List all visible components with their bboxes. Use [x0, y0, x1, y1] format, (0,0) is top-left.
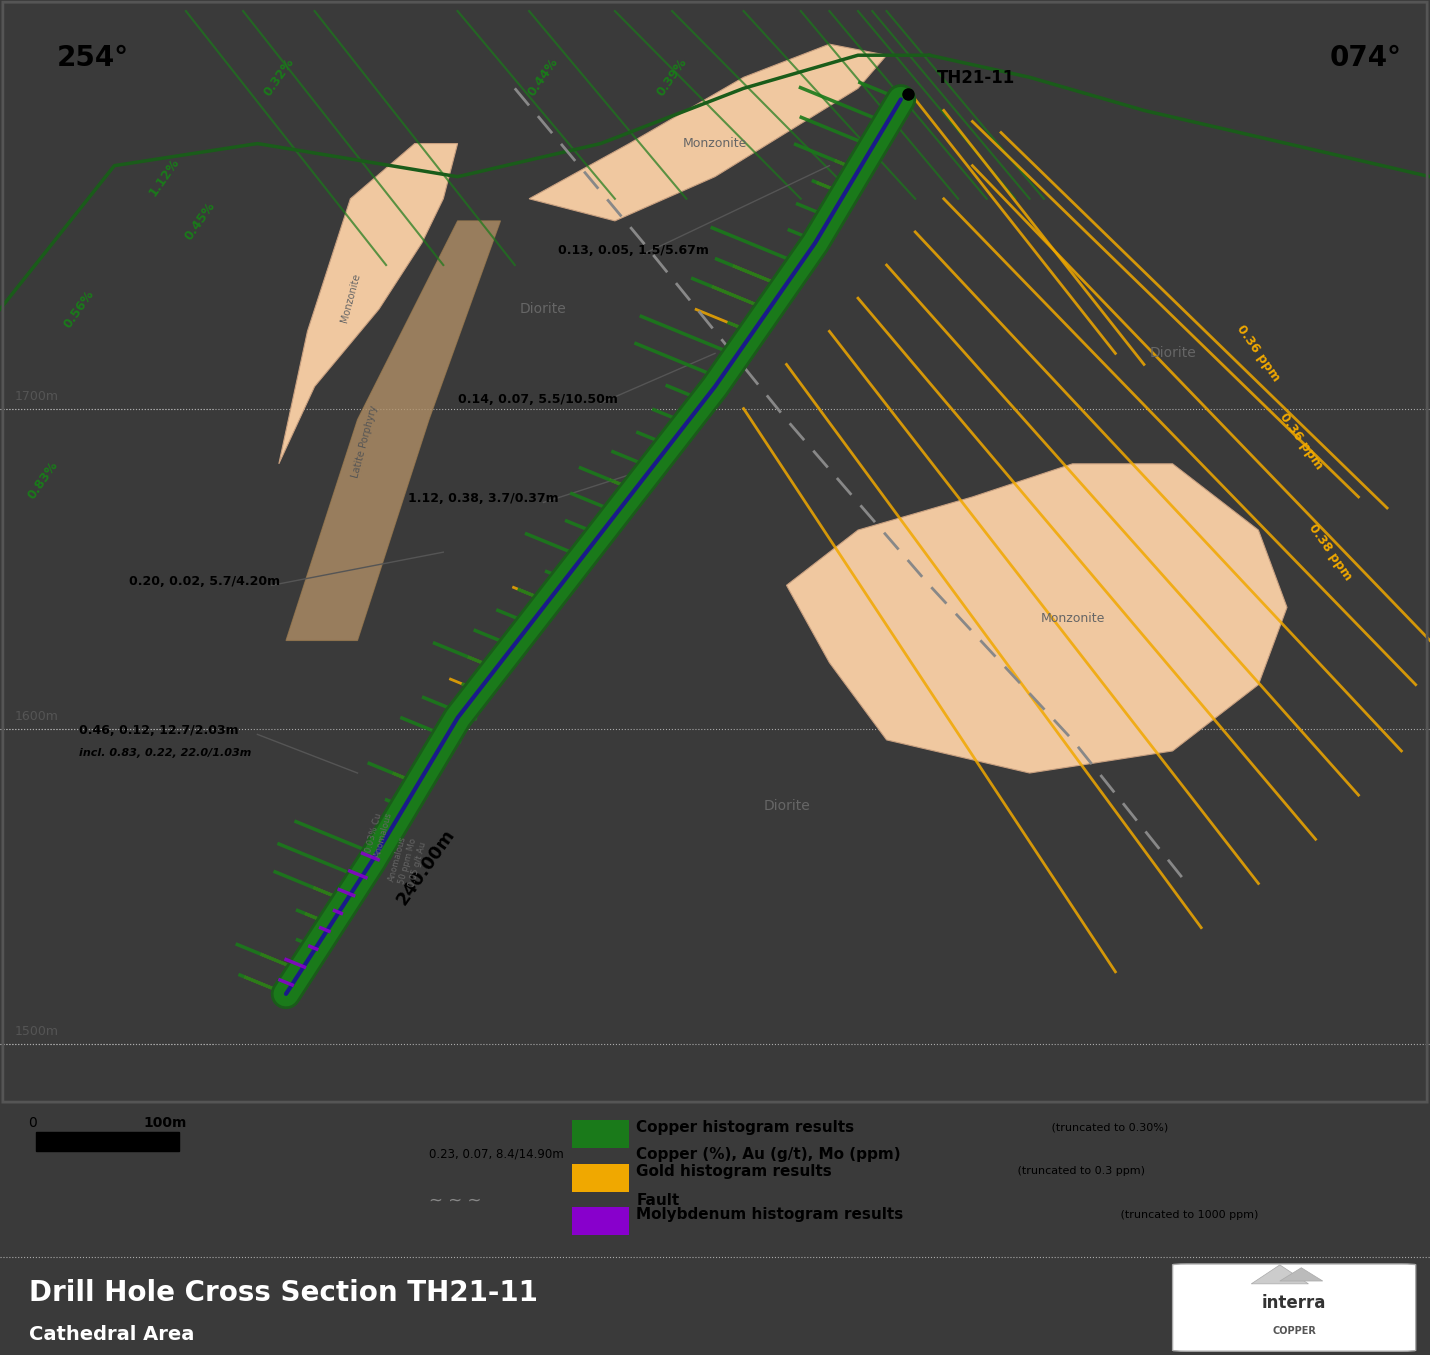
Text: Monzonite: Monzonite — [1040, 612, 1105, 625]
Text: (truncated to 0.3 ppm): (truncated to 0.3 ppm) — [1014, 1167, 1145, 1176]
Text: 1.12, 0.38, 3.7/0.37m: 1.12, 0.38, 3.7/0.37m — [408, 492, 558, 505]
Text: interra: interra — [1261, 1294, 1327, 1312]
Text: Monzonite: Monzonite — [339, 272, 362, 324]
Text: 1500m: 1500m — [14, 1026, 59, 1038]
Bar — [572, 1207, 629, 1236]
Text: 0: 0 — [29, 1117, 37, 1130]
Bar — [36, 1133, 179, 1152]
Text: 0.36 ppm: 0.36 ppm — [1277, 411, 1326, 473]
Text: Diorite: Diorite — [1150, 347, 1195, 360]
Text: 0.13, 0.05, 1.5/5.67m: 0.13, 0.05, 1.5/5.67m — [558, 244, 709, 257]
Text: (truncated to 0.30%): (truncated to 0.30%) — [1048, 1123, 1168, 1133]
Text: 1600m: 1600m — [14, 710, 59, 724]
Text: Copper (%), Au (g/t), Mo (ppm): Copper (%), Au (g/t), Mo (ppm) — [636, 1146, 901, 1161]
Text: Cathedral Area: Cathedral Area — [29, 1325, 194, 1344]
Text: 1.12%: 1.12% — [147, 154, 182, 198]
Polygon shape — [1280, 1268, 1323, 1280]
Text: 0.83%: 0.83% — [26, 459, 60, 501]
Text: 0.44%: 0.44% — [526, 56, 561, 99]
Text: 0.20, 0.02, 5.7/4.20m: 0.20, 0.02, 5.7/4.20m — [129, 576, 280, 588]
Text: Molybdenum histogram results: Molybdenum histogram results — [636, 1207, 904, 1222]
Text: 0.46, 0.12, 12.7/2.03m: 0.46, 0.12, 12.7/2.03m — [79, 725, 239, 737]
Text: Latite Porphyry: Latite Porphyry — [350, 404, 379, 480]
Bar — [572, 1119, 629, 1148]
Text: Diorite: Diorite — [764, 799, 809, 813]
Text: 0.45%: 0.45% — [183, 199, 217, 243]
FancyBboxPatch shape — [1173, 1264, 1416, 1351]
Text: Fault: Fault — [636, 1194, 679, 1209]
Text: Diorite: Diorite — [521, 302, 566, 316]
Text: 1700m: 1700m — [14, 390, 59, 402]
Text: 0.03% Cu
Anomalous: 0.03% Cu Anomalous — [363, 809, 395, 859]
Text: 0.14, 0.07, 5.5/10.50m: 0.14, 0.07, 5.5/10.50m — [458, 393, 618, 406]
Text: 100m: 100m — [143, 1117, 186, 1130]
Polygon shape — [279, 144, 458, 463]
Text: 0.36 ppm: 0.36 ppm — [1234, 322, 1283, 383]
Text: 0.38 ppm: 0.38 ppm — [1306, 522, 1354, 583]
Text: ~ ~ ~: ~ ~ ~ — [429, 1192, 482, 1210]
Text: 074°: 074° — [1330, 45, 1401, 72]
Text: 0.32%: 0.32% — [262, 56, 296, 99]
Polygon shape — [529, 45, 887, 221]
Text: Monzonite: Monzonite — [682, 137, 748, 150]
Text: Gold histogram results: Gold histogram results — [636, 1164, 832, 1179]
Text: Copper histogram results: Copper histogram results — [636, 1121, 855, 1135]
Text: (truncated to 1000 ppm): (truncated to 1000 ppm) — [1117, 1210, 1258, 1220]
Polygon shape — [1251, 1266, 1308, 1285]
Text: 240.00m: 240.00m — [393, 825, 459, 908]
Polygon shape — [787, 463, 1287, 772]
Text: 254°: 254° — [57, 45, 129, 72]
Text: incl. 0.83, 0.22, 22.0/1.03m: incl. 0.83, 0.22, 22.0/1.03m — [79, 748, 252, 759]
Text: COPPER: COPPER — [1273, 1327, 1316, 1336]
Text: 0.23, 0.07, 8.4/14.90m: 0.23, 0.07, 8.4/14.90m — [429, 1148, 563, 1161]
Text: 0.39%: 0.39% — [655, 56, 689, 99]
Text: 0.56%: 0.56% — [61, 287, 96, 331]
Text: TH21-11: TH21-11 — [937, 69, 1015, 87]
Text: Anomalous
50 ppm Mo
0.05 g/t Au: Anomalous 50 ppm Mo 0.05 g/t Au — [388, 835, 428, 888]
Polygon shape — [286, 221, 500, 641]
Text: Drill Hole Cross Section TH21-11: Drill Hole Cross Section TH21-11 — [29, 1279, 538, 1308]
Bar — [572, 1164, 629, 1191]
